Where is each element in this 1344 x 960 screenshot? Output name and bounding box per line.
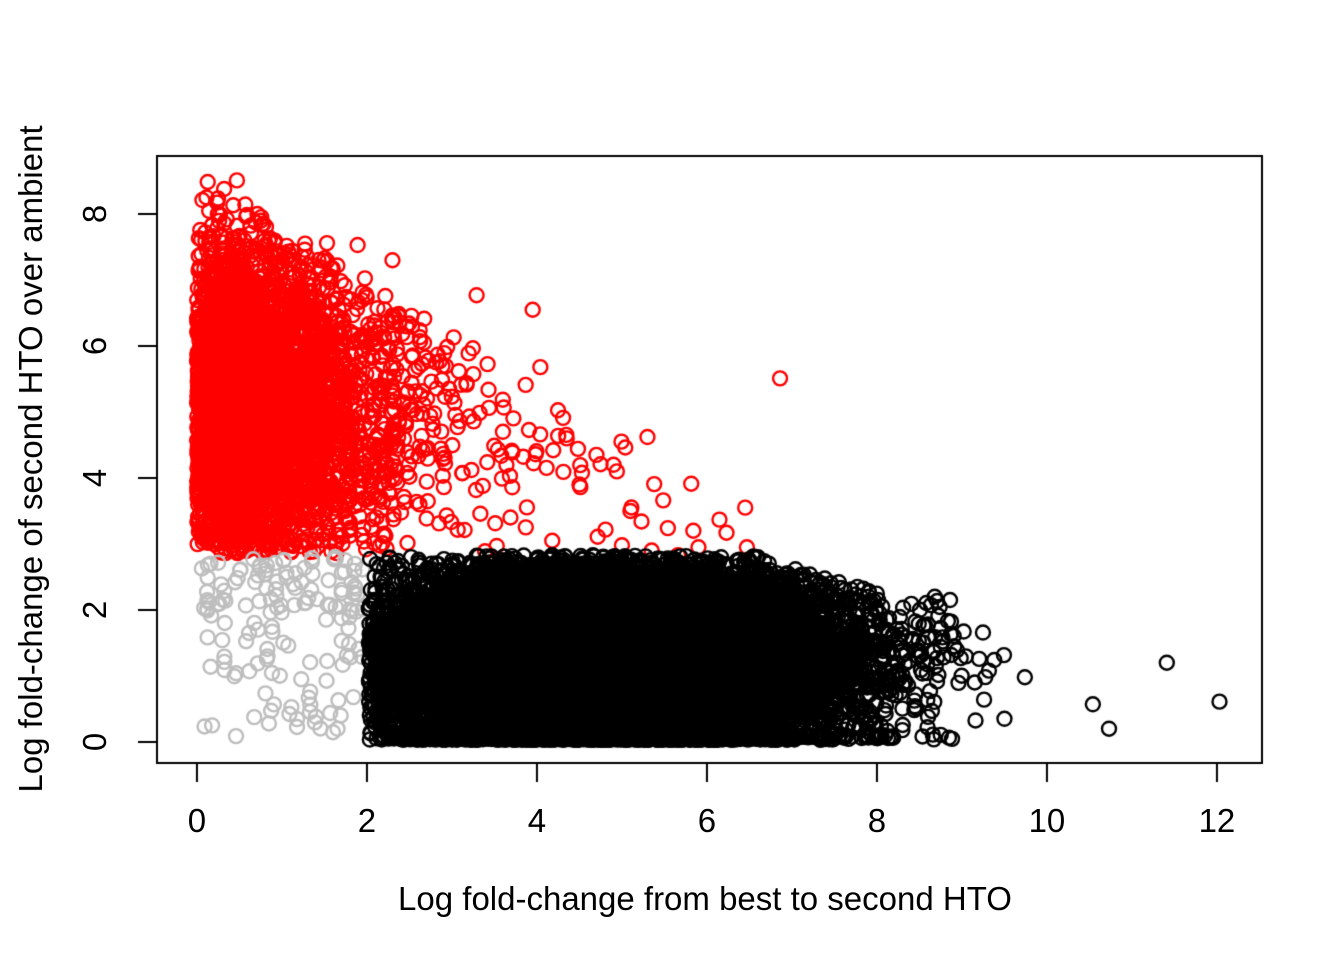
y-tick-label: 0 (76, 732, 113, 752)
x-tick-label: 0 (187, 802, 207, 839)
y-tick-label: 6 (76, 336, 113, 356)
x-tick-label: 2 (357, 802, 377, 839)
y-axis-title: Log fold-change of second HTO over ambie… (12, 125, 49, 793)
x-tick-label: 12 (1198, 802, 1236, 839)
x-axis-title: Log fold-change from best to second HTO (398, 880, 1012, 917)
y-tick-label: 8 (76, 204, 113, 224)
y-tick-label: 2 (76, 600, 113, 620)
x-tick-label: 4 (527, 802, 547, 839)
y-tick-label: 4 (76, 468, 113, 488)
x-tick-label: 10 (1028, 802, 1066, 839)
x-tick-label: 8 (867, 802, 887, 839)
x-tick-label: 6 (697, 802, 717, 839)
